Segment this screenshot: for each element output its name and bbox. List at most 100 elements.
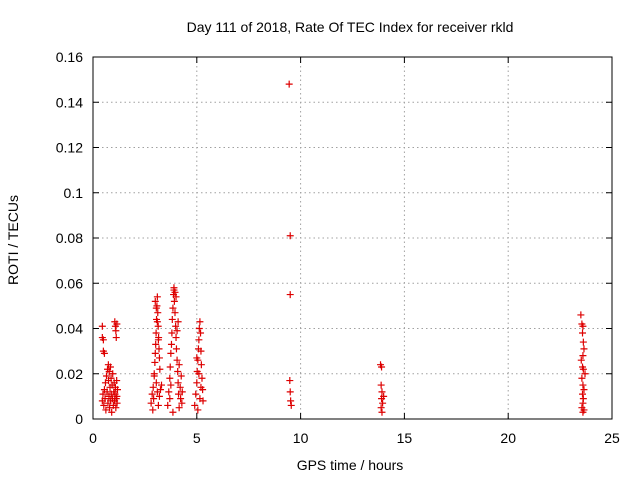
- data-point: [378, 388, 386, 396]
- data-point: [164, 401, 172, 409]
- data-point: [109, 370, 117, 378]
- data-point: [102, 406, 110, 414]
- data-point: [191, 401, 199, 409]
- data-point: [171, 288, 179, 296]
- data-point: [101, 395, 109, 403]
- data-point: [192, 390, 200, 398]
- y-axis-label: ROTI / TECUs: [5, 195, 21, 285]
- data-point: [156, 386, 164, 394]
- data-point: [98, 322, 106, 330]
- data-point: [152, 329, 160, 337]
- data-point: [195, 370, 203, 378]
- x-tick-label: 20: [500, 430, 516, 446]
- data-point: [99, 390, 107, 398]
- data-point: [581, 370, 589, 378]
- data-point: [197, 361, 205, 369]
- data-point: [154, 401, 162, 409]
- data-point: [580, 386, 588, 394]
- data-point: [174, 318, 182, 326]
- data-point: [197, 347, 205, 355]
- data-point: [113, 386, 121, 394]
- data-point: [105, 367, 113, 375]
- data-point: [579, 322, 587, 330]
- data-point: [152, 304, 160, 312]
- data-point: [153, 293, 161, 301]
- data-point: [168, 315, 176, 323]
- data-point: [194, 406, 202, 414]
- data-point: [287, 397, 295, 405]
- data-point: [158, 381, 166, 389]
- data-point: [174, 367, 182, 375]
- data-point: [155, 345, 163, 353]
- data-point: [169, 408, 177, 416]
- tick-labels: 0 5 10 15 20 25 0 0.02 0.04 0.06 0.08 0.1 0.12 0.14 0.…: [56, 49, 620, 446]
- data-point: [168, 329, 176, 337]
- data-point: [175, 361, 183, 369]
- data-point: [151, 349, 159, 357]
- data-point: [166, 395, 174, 403]
- data-point: [152, 340, 160, 348]
- data-point: [149, 406, 157, 414]
- data-point: [287, 401, 295, 409]
- data-point: [147, 399, 155, 407]
- data-point: [172, 322, 180, 330]
- data-point: [175, 404, 183, 412]
- data-point: [170, 297, 178, 305]
- y-tick-label: 0.14: [56, 94, 83, 110]
- data-point: [198, 374, 206, 382]
- data-point: [106, 363, 114, 371]
- data-point: [153, 318, 161, 326]
- chart-title: Day 111 of 2018, Rate Of TEC Index for r…: [187, 19, 514, 35]
- data-point: [579, 390, 587, 398]
- data-point: [577, 311, 585, 319]
- data-point: [156, 365, 164, 373]
- axis-ticks: [92, 56, 613, 420]
- data-point: [578, 374, 586, 382]
- data-point: [165, 388, 173, 396]
- x-tick-label: 5: [193, 430, 201, 446]
- data-point: [174, 379, 182, 387]
- data-point: [148, 390, 156, 398]
- data-point: [193, 379, 201, 387]
- data-point: [155, 392, 163, 400]
- data-point: [197, 329, 205, 337]
- data-point: [177, 372, 185, 380]
- x-tick-label: 25: [604, 430, 620, 446]
- y-tick-label: 0.08: [56, 230, 83, 246]
- data-point: [152, 379, 160, 387]
- data-point: [155, 354, 163, 362]
- data-point: [177, 395, 185, 403]
- data-point: [196, 395, 204, 403]
- data-point: [106, 404, 114, 412]
- grid: [93, 57, 612, 419]
- data-point: [112, 327, 120, 335]
- data-point: [107, 374, 115, 382]
- data-point: [380, 392, 388, 400]
- data-point: [113, 377, 121, 385]
- data-point: [286, 377, 294, 385]
- data-point: [172, 293, 180, 301]
- data-point: [175, 390, 183, 398]
- x-tick-label: 0: [89, 430, 97, 446]
- data-point: [149, 383, 157, 391]
- data-point: [169, 304, 177, 312]
- data-point: [286, 232, 294, 240]
- y-tick-label: 0.12: [56, 140, 83, 156]
- y-tick-label: 0: [75, 411, 83, 427]
- y-tick-label: 0.06: [56, 275, 83, 291]
- data-point: [195, 325, 203, 332]
- data-point: [193, 354, 201, 362]
- data-point: [196, 318, 204, 326]
- y-tick-label: 0.1: [64, 185, 84, 201]
- data-point: [378, 363, 386, 371]
- data-point: [154, 309, 162, 317]
- data-point: [197, 383, 205, 391]
- data-point: [100, 349, 108, 357]
- data-point: [113, 392, 121, 400]
- data-point: [579, 399, 587, 407]
- data-point: [579, 338, 587, 346]
- data-point: [113, 320, 121, 328]
- data-point: [173, 356, 181, 364]
- data-point: [173, 327, 181, 335]
